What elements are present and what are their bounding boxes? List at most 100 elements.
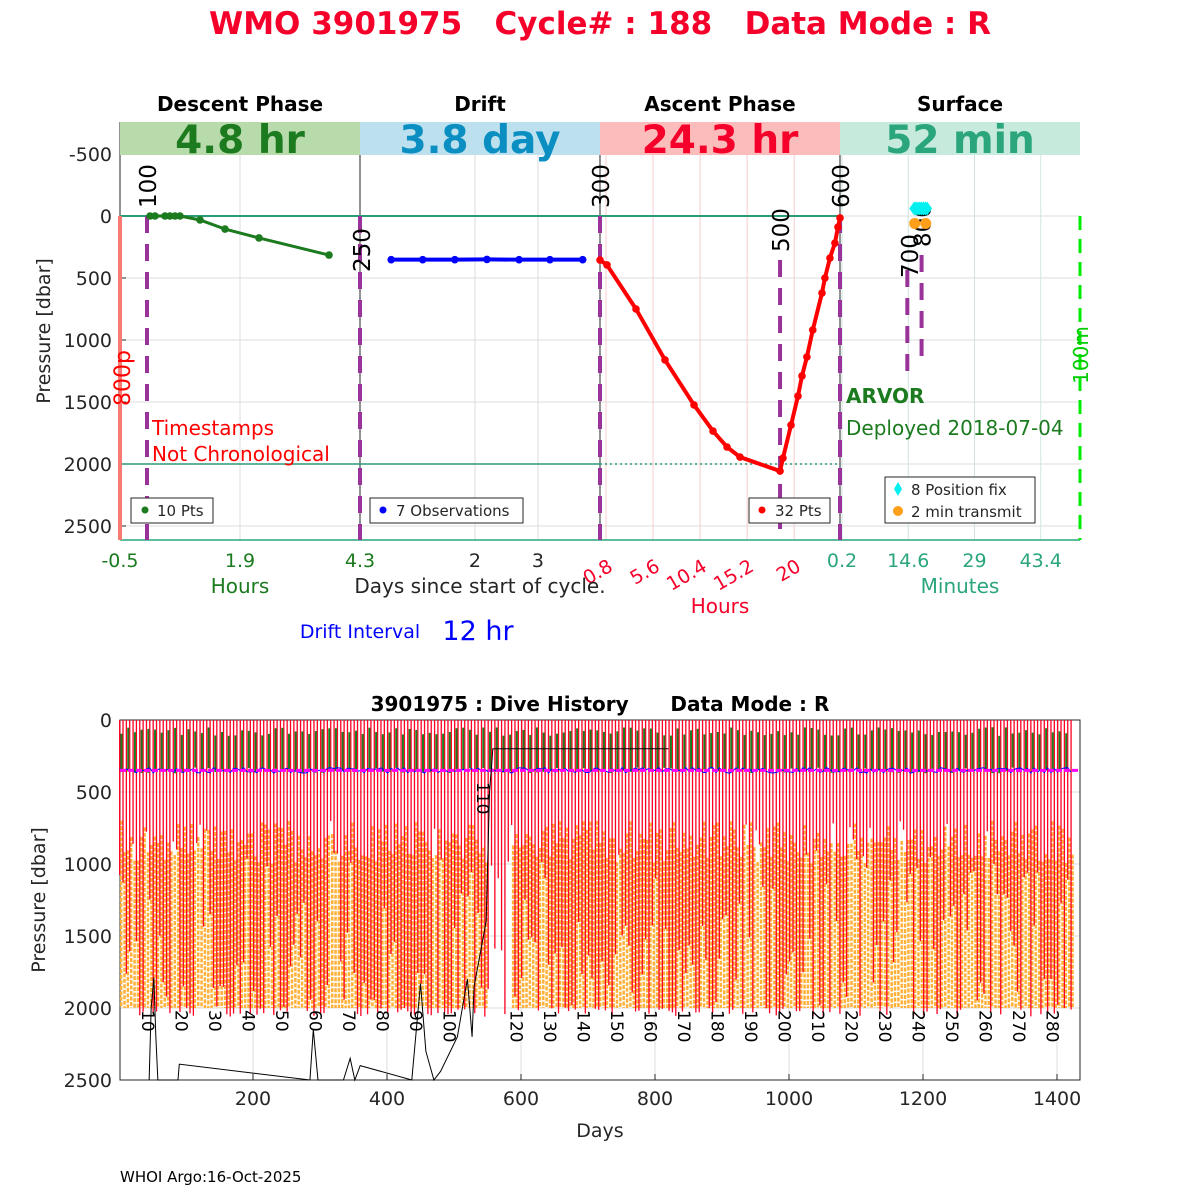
ascent-point (803, 353, 811, 361)
drift-x-tick-label: 3 (532, 550, 544, 572)
descent-legend: 10 Pts (131, 498, 213, 523)
phase-duration: 3.8 day (399, 118, 560, 163)
ascent-point (818, 289, 826, 297)
history-x-tick-label: 1000 (765, 1088, 813, 1110)
phase-duration: 4.8 hr (175, 118, 305, 163)
transmit-legend-marker (893, 506, 903, 516)
phase-title: Descent Phase (157, 92, 323, 116)
phase-title: Ascent Phase (644, 92, 795, 116)
cycle-number-label: 230 (874, 1010, 894, 1042)
y-axis-label: Pressure [dbar] (33, 258, 55, 404)
history-y-tick-label: 1000 (64, 854, 112, 876)
descent-point (176, 212, 184, 220)
cycle-number-label: 70 (338, 1010, 358, 1032)
y-tick-label: 2000 (64, 454, 112, 476)
history-y-tick-label: 500 (76, 782, 112, 804)
cycle-number-label: 260 (974, 1010, 994, 1042)
drift-point (419, 256, 427, 264)
transmit-point (920, 218, 931, 229)
surface-x-tick-label: 14.6 (887, 550, 929, 572)
footer-credit: WHOI Argo:16-Oct-2025 (120, 1168, 301, 1186)
ascent-point (632, 305, 640, 313)
phase-title: Drift (454, 92, 506, 116)
descent-x-label: Hours (211, 574, 270, 598)
descent-x-tick-label: 4.3 (345, 550, 375, 572)
history-x-tick-label: 800 (637, 1088, 673, 1110)
y-tick-label: 2500 (64, 516, 112, 538)
drift-point (451, 256, 459, 264)
ascent-point (596, 256, 604, 264)
cycle-number-label: 170 (673, 1010, 693, 1042)
descent-point (151, 212, 159, 220)
descent-x-tick-label: -0.5 (101, 550, 138, 572)
descent-x-tick-label: 1.9 (225, 550, 255, 572)
ascent-x-label: Hours (691, 594, 750, 618)
cycle-number-label: 130 (539, 1010, 559, 1042)
ascent-point (794, 392, 802, 400)
phase-duration: 52 min (885, 118, 1035, 163)
drift-interval-label: Drift Interval (300, 621, 420, 643)
cycle-number-label: 160 (639, 1010, 659, 1042)
ascent-x-tick-label: 10.4 (663, 555, 711, 595)
annotation-timestamps-2: Not Chronological (152, 442, 330, 466)
event-marker-label: 300 (589, 164, 615, 208)
event-marker-label: 600 (829, 164, 855, 208)
drift-point (515, 256, 523, 264)
phase-duration: 24.3 hr (642, 118, 800, 163)
cycle-number-label: 270 (1008, 1010, 1028, 1042)
cycle-number-label: 80 (371, 1010, 391, 1032)
ascent-point (690, 401, 698, 409)
ascent-point (821, 274, 829, 282)
ascent-point (779, 454, 787, 462)
surface-x-tick-label: 29 (962, 550, 986, 572)
y-tick-label: 1500 (64, 392, 112, 414)
surface-x-label: Minutes (921, 574, 1000, 598)
drift-legend-marker (380, 507, 387, 514)
cycle-number-label: 90 (405, 1010, 425, 1032)
position-fix-legend-label: 8 Position fix (911, 481, 1007, 499)
event-marker-label: 100 (136, 164, 162, 208)
ascent-x-tick-label: 5.6 (626, 555, 663, 589)
ascent-point (831, 239, 839, 247)
descent-legend-marker (142, 507, 149, 514)
cycle-number-label: 40 (237, 1010, 257, 1032)
ascent-point (798, 372, 806, 380)
event-marker-label: 500 (769, 208, 795, 252)
surface-legend: 8 Position fix 2 min transmit (885, 477, 1035, 523)
surface-x-tick-label: 43.4 (1020, 550, 1062, 572)
ascent-x-tick-label: 20 (773, 555, 805, 586)
cycle-number-label: 220 (840, 1010, 860, 1042)
ascent-point (826, 254, 834, 262)
y-tick-label: 0 (100, 206, 112, 228)
cycle-number-label: 180 (706, 1010, 726, 1042)
annotation-timestamps-1: Timestamps (151, 416, 274, 440)
ascent-point (736, 453, 744, 461)
drift-point (546, 256, 554, 264)
event-marker-label: 250 (350, 228, 376, 272)
ascent-point (661, 356, 669, 364)
y-tick-label: 1000 (64, 330, 112, 352)
descent-point (325, 251, 333, 259)
cycle-number-label: 280 (1041, 1010, 1061, 1042)
y-tick-label: 500 (76, 268, 112, 290)
label-800p: 800p (111, 350, 136, 406)
cycle-number-label: 240 (907, 1010, 927, 1042)
descent-point (255, 234, 263, 242)
descent-point (196, 216, 204, 224)
drift-point (387, 256, 395, 264)
surface-x-tick-label: 0.2 (827, 550, 857, 572)
cycle-number-label: 110 (472, 782, 492, 814)
ascent-line (600, 218, 840, 471)
history-x-tick-label: 1400 (1033, 1088, 1081, 1110)
float-type: ARVOR (846, 384, 924, 408)
ascent-point (709, 427, 717, 435)
cycle-number-label: 200 (773, 1010, 793, 1042)
drift-legend: 7 Observations (370, 498, 523, 523)
cycle-number-label: 140 (572, 1010, 592, 1042)
drift-interval-value: 12 hr (442, 616, 514, 647)
ascent-point (776, 467, 784, 475)
descent-legend-label: 10 Pts (157, 502, 204, 520)
ascent-point (834, 223, 842, 231)
dive-history-y-label: Pressure [dbar] (28, 827, 50, 973)
